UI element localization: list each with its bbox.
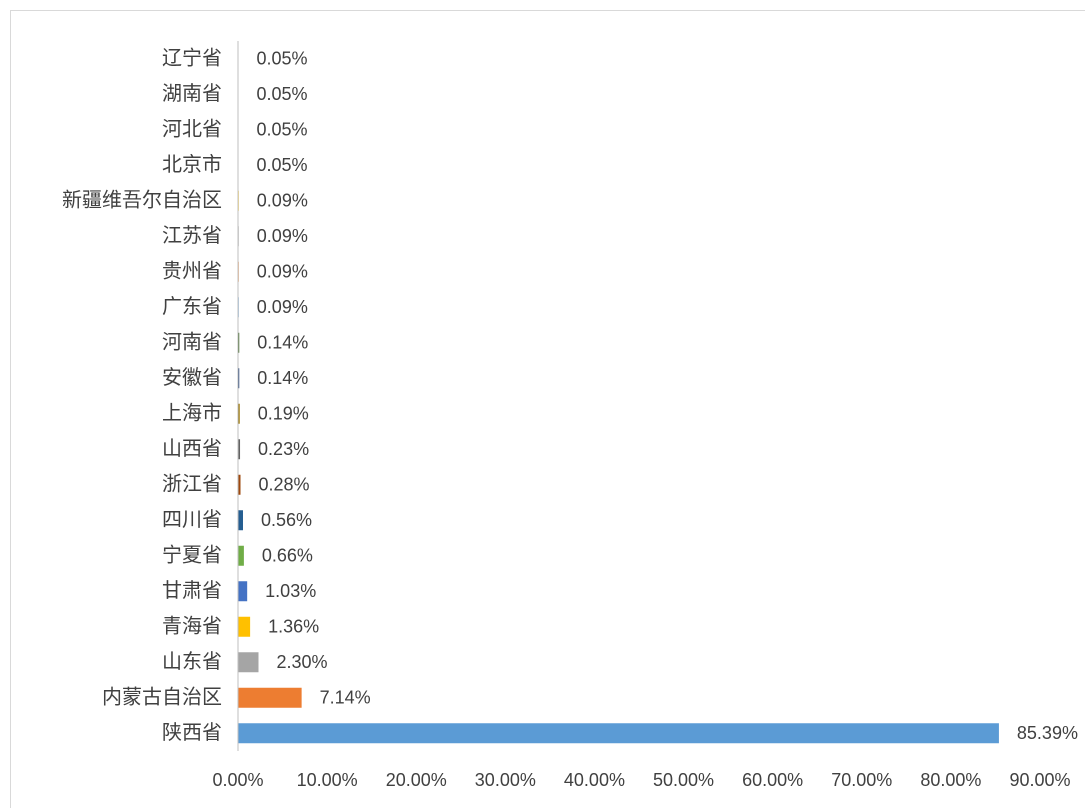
- data-label: 0.09%: [257, 262, 308, 282]
- y-tick-label: 陕西省: [162, 720, 222, 744]
- bar: [238, 510, 243, 531]
- chart-frame: [10, 10, 1085, 808]
- x-tick-label: 30.00%: [475, 770, 536, 790]
- x-tick-label: 90.00%: [1009, 770, 1070, 790]
- y-tick-label: 新疆维吾尔自治区: [62, 187, 222, 211]
- data-label: 0.05%: [256, 49, 307, 69]
- y-tick-label: 浙江省: [162, 471, 222, 495]
- bar: [238, 616, 251, 637]
- y-tick-label: 宁夏省: [162, 542, 222, 566]
- data-label: 0.05%: [256, 84, 307, 104]
- bar: [238, 687, 302, 708]
- bar: [238, 474, 241, 495]
- data-label: 2.30%: [276, 652, 327, 672]
- bar: [238, 652, 259, 673]
- bar: [238, 368, 240, 389]
- bar: [238, 723, 999, 744]
- bar: [238, 581, 248, 602]
- data-label: 0.19%: [258, 404, 309, 424]
- bar: [238, 403, 240, 424]
- y-tick-label: 辽宁省: [162, 45, 222, 69]
- data-label: 0.28%: [258, 475, 309, 495]
- x-tick-label: 20.00%: [386, 770, 447, 790]
- data-label: 0.66%: [262, 546, 313, 566]
- bar: [238, 545, 244, 566]
- y-tick-label: 广东省: [162, 294, 222, 318]
- x-tick-label: 10.00%: [297, 770, 358, 790]
- bar: [238, 439, 241, 460]
- data-label: 0.14%: [257, 368, 308, 388]
- data-label: 1.36%: [268, 617, 319, 637]
- data-label: 1.03%: [265, 581, 316, 601]
- data-label: 0.09%: [257, 226, 308, 246]
- data-label: 0.09%: [257, 191, 308, 211]
- data-label: 0.09%: [257, 297, 308, 317]
- y-tick-label: 湖南省: [162, 81, 222, 105]
- y-tick-label: 四川省: [162, 507, 222, 531]
- y-tick-label: 山东省: [162, 649, 222, 673]
- x-tick-label: 60.00%: [742, 770, 803, 790]
- y-tick-label: 青海省: [162, 613, 222, 637]
- data-label: 85.39%: [1017, 723, 1078, 743]
- y-tick-label: 上海市: [162, 400, 222, 424]
- y-tick-label: 山西省: [162, 436, 222, 460]
- y-tick-label: 江苏省: [162, 223, 222, 247]
- y-tick-label: 安徽省: [162, 365, 222, 389]
- data-label: 0.05%: [256, 120, 307, 140]
- y-tick-label: 甘肃省: [162, 578, 222, 602]
- y-tick-label: 河南省: [162, 329, 222, 353]
- data-label: 0.05%: [256, 155, 307, 175]
- y-tick-label: 河北省: [162, 116, 222, 140]
- x-tick-label: 50.00%: [653, 770, 714, 790]
- data-label: 0.14%: [257, 333, 308, 353]
- y-tick-label: 内蒙古自治区: [102, 684, 222, 708]
- y-tick-label: 贵州省: [162, 258, 222, 282]
- y-tick-label: 北京市: [162, 152, 222, 176]
- x-tick-label: 0.00%: [212, 770, 263, 790]
- data-label: 0.56%: [261, 510, 312, 530]
- bar: [238, 332, 240, 353]
- data-label: 0.23%: [258, 439, 309, 459]
- x-tick-label: 40.00%: [564, 770, 625, 790]
- x-tick-label: 70.00%: [831, 770, 892, 790]
- x-tick-label: 80.00%: [920, 770, 981, 790]
- data-label: 7.14%: [320, 688, 371, 708]
